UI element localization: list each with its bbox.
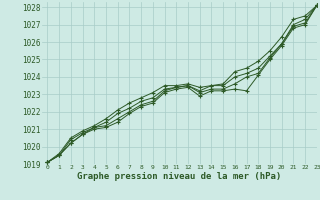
X-axis label: Graphe pression niveau de la mer (hPa): Graphe pression niveau de la mer (hPa) (77, 172, 281, 181)
